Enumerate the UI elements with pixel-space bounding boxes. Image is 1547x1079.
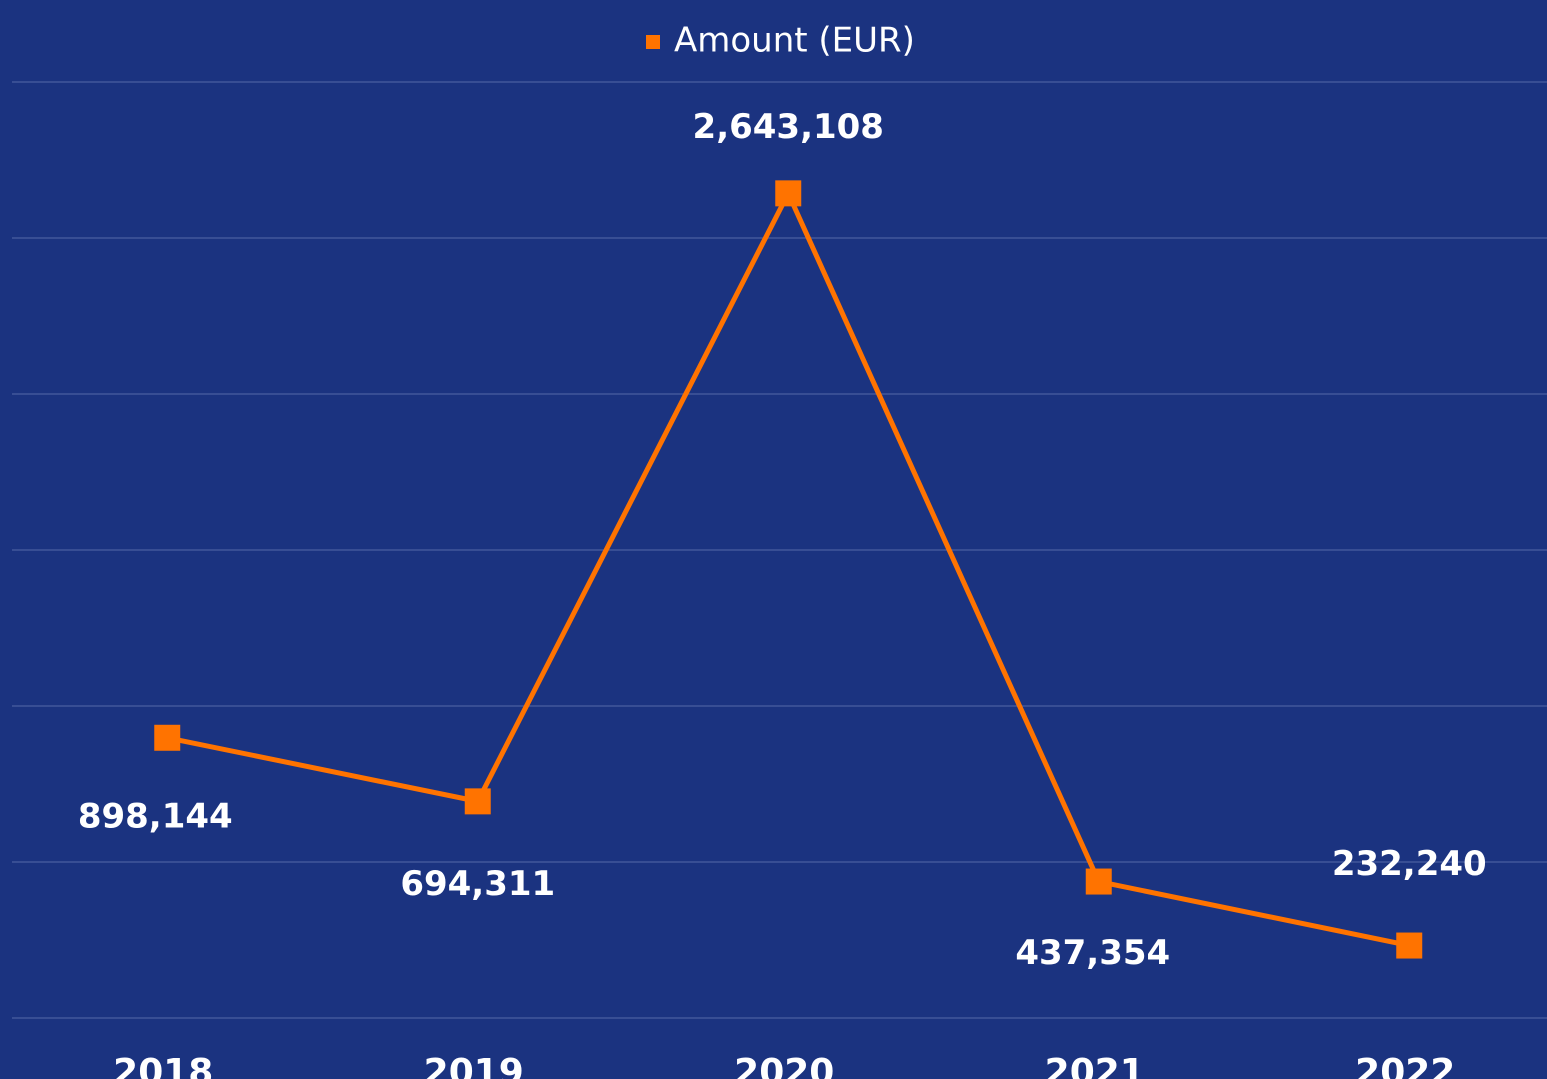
legend-swatch xyxy=(646,35,660,49)
data-label: 232,240 xyxy=(1332,844,1487,884)
x-tick-label: 2019 xyxy=(424,1052,524,1079)
x-tick-label: 2021 xyxy=(1045,1052,1145,1079)
data-label: 2,643,108 xyxy=(693,107,884,147)
point-marker xyxy=(154,724,181,751)
data-label: 694,311 xyxy=(400,864,555,904)
x-tick-label: 2018 xyxy=(113,1052,213,1079)
point-marker xyxy=(1085,868,1112,895)
x-tick-label: 2022 xyxy=(1355,1052,1455,1079)
point-marker xyxy=(1396,932,1423,959)
series-line xyxy=(166,190,1410,948)
data-label: 898,144 xyxy=(78,796,233,836)
legend-label: Amount (EUR) xyxy=(674,21,915,61)
data-label: 437,354 xyxy=(1015,933,1170,973)
point-marker xyxy=(464,788,491,815)
point-marker xyxy=(775,180,802,207)
x-tick-label: 2020 xyxy=(734,1052,834,1079)
